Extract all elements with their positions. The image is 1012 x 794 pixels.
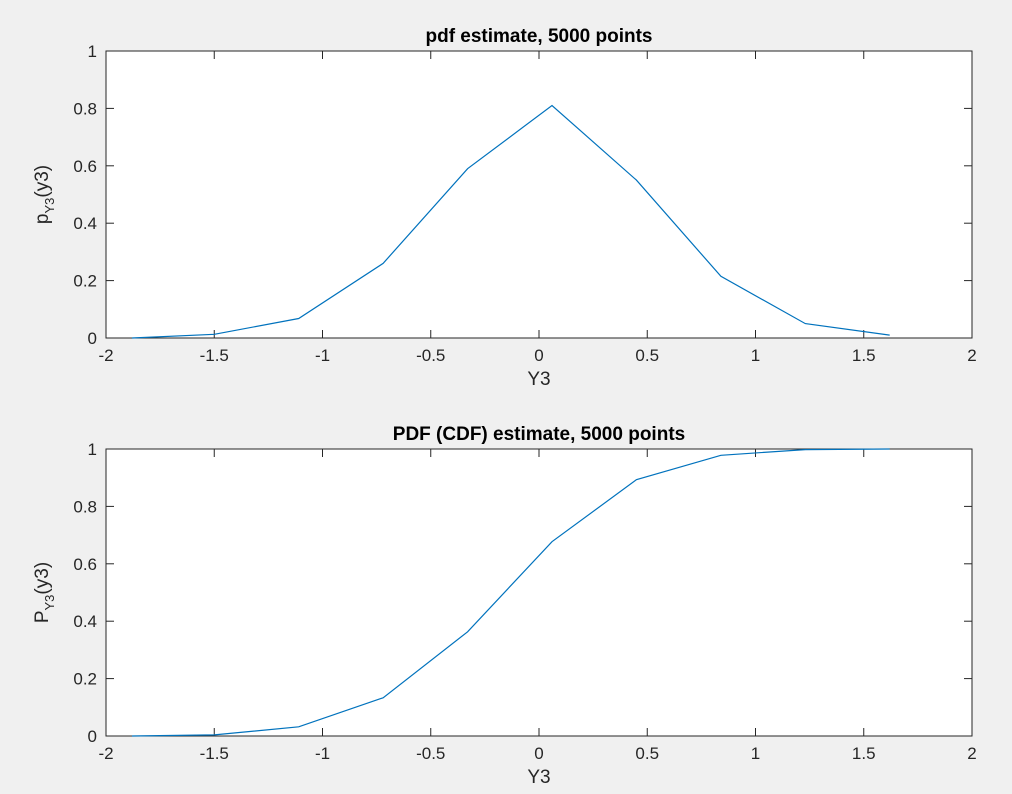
data-point xyxy=(550,104,553,107)
data-point xyxy=(635,179,638,182)
data-point xyxy=(382,262,385,265)
y-axis-label-subscript: Y3 xyxy=(42,595,57,611)
data-point xyxy=(130,735,133,738)
x-tick-label: -2 xyxy=(98,346,113,365)
y-tick-label: 0.8 xyxy=(73,497,97,516)
data-point xyxy=(213,733,216,736)
data-point xyxy=(466,630,469,633)
x-tick-label: 0 xyxy=(534,346,543,365)
x-tick-label: 1.5 xyxy=(852,744,876,763)
cdf-plot: -2 -1.5 -1 -0.5 0 0.5 1 1.5 2 0 0.2 0.4 0.6 0.8 1 PDF (… xyxy=(32,424,977,788)
x-tick-label: 1 xyxy=(751,744,760,763)
data-point xyxy=(635,478,638,481)
y-tick-label: 1 xyxy=(88,42,97,61)
x-tick-label: -1 xyxy=(315,346,330,365)
y-axis-label-tail: (y3) xyxy=(32,562,53,595)
y-tick-label: 1 xyxy=(88,440,97,459)
series-line xyxy=(131,104,890,339)
x-tick-label: -0.5 xyxy=(416,346,445,365)
y-axis-label-main: p xyxy=(32,214,53,225)
data-point xyxy=(297,317,300,320)
x-tick-label: 1.5 xyxy=(852,346,876,365)
x-tick-label: 1 xyxy=(751,346,760,365)
x-axis-label: Y3 xyxy=(527,767,550,788)
data-point xyxy=(382,696,385,699)
y-tick-label: 0.4 xyxy=(73,612,97,631)
y-axis-label: pY3(y3) xyxy=(32,165,57,224)
x-tick-label: -2 xyxy=(98,744,113,763)
data-point xyxy=(550,540,553,543)
x-tick-label: 2 xyxy=(967,346,976,365)
y-axis-label-tail: (y3) xyxy=(32,165,53,198)
plot-title: PDF (CDF) estimate, 5000 points xyxy=(393,424,685,445)
x-tick-label: 0.5 xyxy=(635,346,659,365)
x-tick-label: -0.5 xyxy=(416,744,445,763)
x-tick-label: -1.5 xyxy=(200,744,229,763)
y-tick-label: 0 xyxy=(88,727,97,746)
y-tick-label: 0.4 xyxy=(73,214,97,233)
x-axis-label: Y3 xyxy=(527,369,550,390)
data-point xyxy=(297,725,300,728)
data-point xyxy=(719,454,722,457)
y-tick-label: 0.6 xyxy=(73,157,97,176)
plot-area xyxy=(105,448,973,737)
series-line xyxy=(131,448,890,737)
data-point xyxy=(130,337,133,340)
data-point xyxy=(804,448,807,451)
data-point xyxy=(466,167,469,170)
plot-area xyxy=(105,50,973,339)
data-point xyxy=(719,275,722,278)
y-tick-label: 0.6 xyxy=(73,555,97,574)
data-point xyxy=(888,334,891,337)
data-point xyxy=(213,333,216,336)
x-tick-label: 2 xyxy=(967,744,976,763)
y-tick-label: 0.2 xyxy=(73,670,97,689)
x-tick-label: 0.5 xyxy=(635,744,659,763)
data-point xyxy=(804,322,807,325)
x-tick-label: -1 xyxy=(315,744,330,763)
data-point xyxy=(888,448,891,451)
y-axis-label-main: P xyxy=(32,610,53,623)
y-axis-label-subscript: Y3 xyxy=(42,198,57,214)
y-tick-label: 0.2 xyxy=(73,272,97,291)
pdf-plot: -2 -1.5 -1 -0.5 0 0.5 1 1.5 2 0 0.2 0.4 0.6 0.8 1 pdf e… xyxy=(32,26,977,390)
plot-title: pdf estimate, 5000 points xyxy=(425,26,652,47)
y-tick-label: 0.8 xyxy=(73,99,97,118)
x-tick-label: -1.5 xyxy=(200,346,229,365)
y-tick-label: 0 xyxy=(88,329,97,348)
y-axis-label: PY3(y3) xyxy=(32,562,57,623)
x-tick-label: 0 xyxy=(534,744,543,763)
